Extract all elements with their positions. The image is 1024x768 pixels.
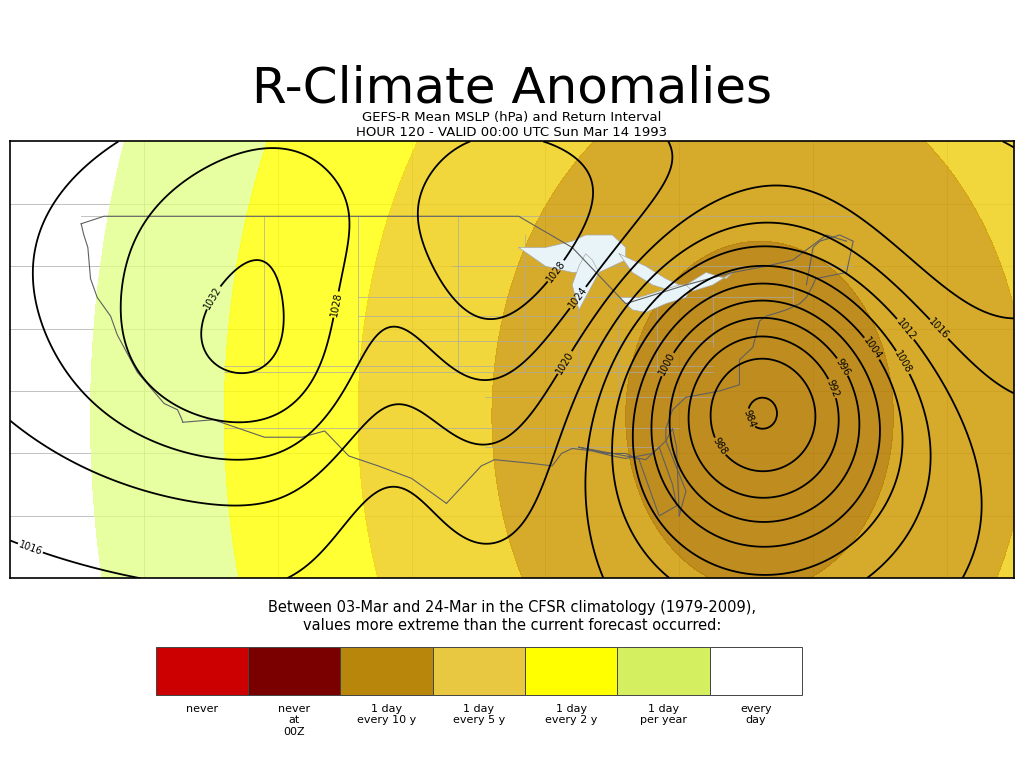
Bar bbox=[525, 647, 617, 695]
Text: 1012: 1012 bbox=[894, 316, 918, 342]
Polygon shape bbox=[620, 285, 692, 313]
Text: 1020: 1020 bbox=[554, 349, 575, 376]
Text: 1000: 1000 bbox=[657, 351, 677, 377]
Polygon shape bbox=[620, 253, 679, 291]
Bar bbox=[248, 647, 340, 695]
Text: never: never bbox=[185, 704, 218, 714]
Text: 1004: 1004 bbox=[861, 336, 884, 361]
Text: Between 03-Mar and 24-Mar in the CFSR climatology (1979-2009),
values more extre: Between 03-Mar and 24-Mar in the CFSR cl… bbox=[268, 600, 756, 633]
Text: 1028: 1028 bbox=[329, 292, 343, 318]
Polygon shape bbox=[519, 235, 626, 273]
Bar bbox=[710, 647, 802, 695]
Polygon shape bbox=[686, 273, 733, 291]
Text: 1 day
per year: 1 day per year bbox=[640, 704, 687, 726]
Title: GEFS-R Mean MSLP (hPa) and Return Interval
HOUR 120 - VALID 00:00 UTC Sun Mar 14: GEFS-R Mean MSLP (hPa) and Return Interv… bbox=[356, 111, 668, 139]
Text: 1 day
every 5 y: 1 day every 5 y bbox=[453, 704, 505, 726]
Text: 988: 988 bbox=[711, 436, 729, 457]
Text: 1016: 1016 bbox=[927, 317, 951, 342]
Text: 1032: 1032 bbox=[203, 284, 223, 311]
Bar bbox=[340, 647, 433, 695]
Bar bbox=[617, 647, 710, 695]
Text: 1028: 1028 bbox=[545, 258, 567, 284]
Text: every
day: every day bbox=[740, 704, 772, 726]
Text: 996: 996 bbox=[834, 356, 852, 377]
Text: 1016: 1016 bbox=[17, 539, 44, 557]
Text: 1008: 1008 bbox=[893, 349, 913, 376]
Text: never
at
00Z: never at 00Z bbox=[279, 704, 310, 737]
Text: 1 day
every 10 y: 1 day every 10 y bbox=[357, 704, 416, 726]
Polygon shape bbox=[572, 253, 599, 310]
Bar bbox=[433, 647, 525, 695]
Text: R-Climate Anomalies: R-Climate Anomalies bbox=[252, 64, 772, 112]
Text: 984: 984 bbox=[741, 409, 757, 429]
Bar bbox=[156, 647, 248, 695]
Text: 1 day
every 2 y: 1 day every 2 y bbox=[545, 704, 597, 726]
Text: 992: 992 bbox=[824, 378, 841, 399]
Text: 1024: 1024 bbox=[566, 285, 589, 310]
